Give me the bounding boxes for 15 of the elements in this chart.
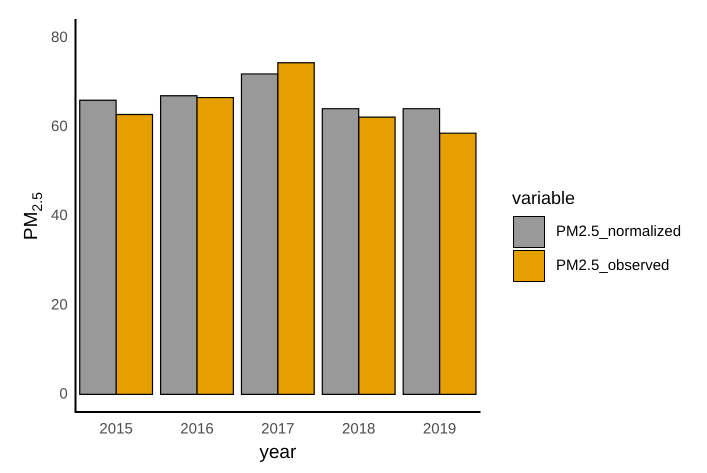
y-tick-label: 40 (50, 207, 68, 224)
x-tick-label: 2016 (180, 420, 214, 438)
y-tick-label: 0 (59, 386, 68, 403)
x-tick-label: 2019 (422, 420, 456, 438)
x-axis-title: year (259, 442, 297, 463)
x-tick-label: 2018 (342, 420, 376, 438)
legend-label: PM2.5_normalized (556, 223, 682, 240)
x-tick-label: 2015 (99, 420, 133, 438)
x-tick-label: 2017 (261, 420, 295, 438)
y-tick-label: 20 (50, 296, 68, 314)
y-tick-label: 80 (50, 28, 68, 46)
legend-title: variable (512, 188, 576, 208)
y-axis-title: PM2.5 (21, 192, 45, 240)
legend-label: PM2.5_observed (556, 257, 670, 274)
y-tick-label: 60 (50, 118, 68, 136)
